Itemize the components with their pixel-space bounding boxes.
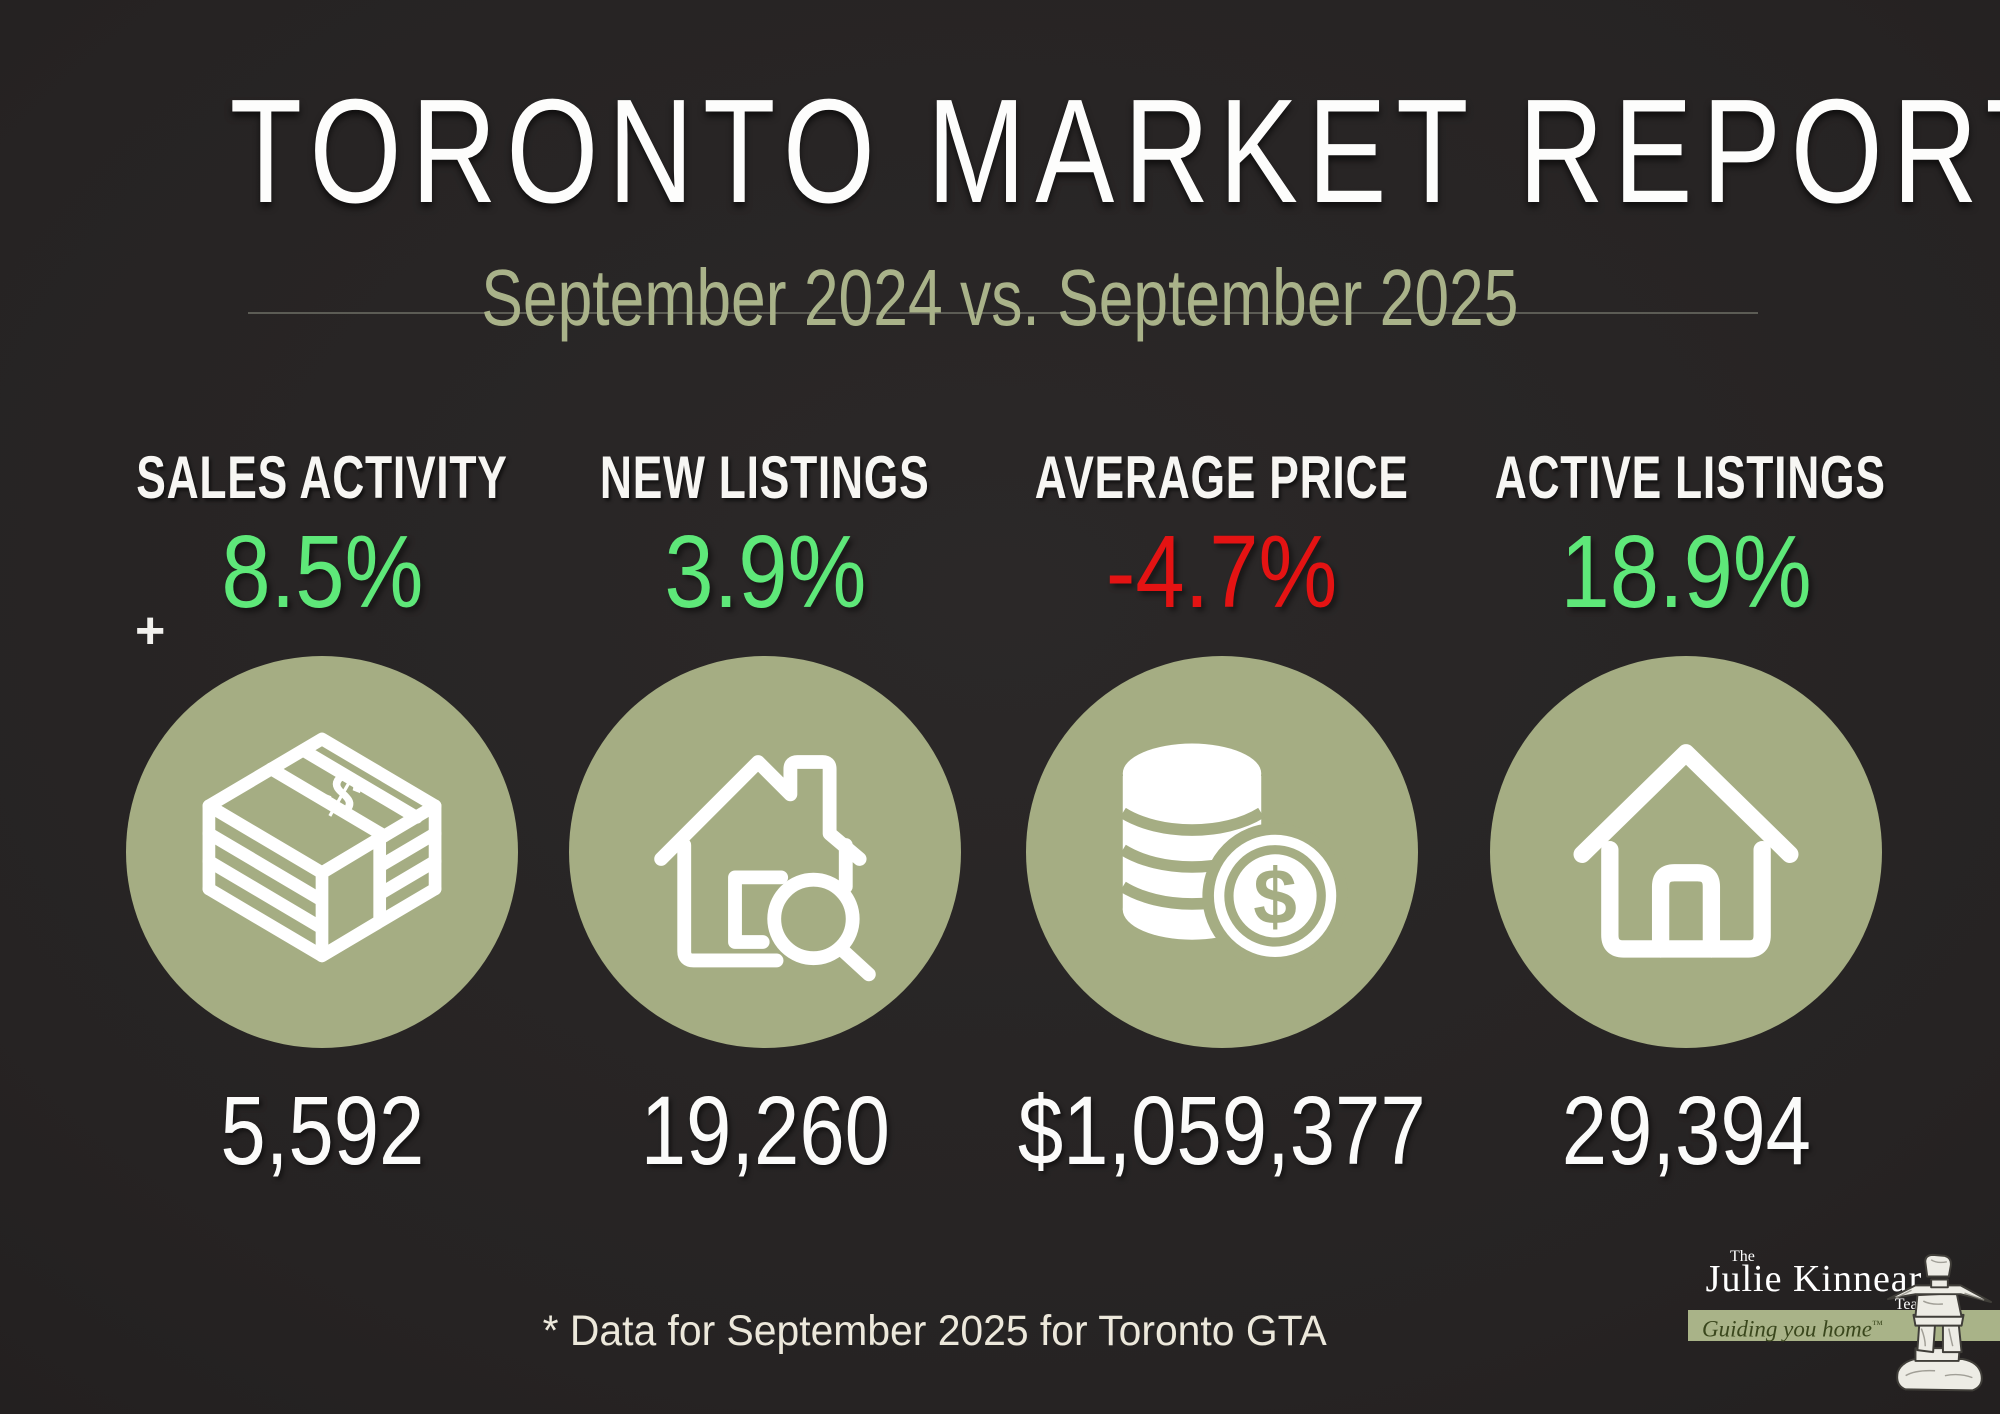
metric-icon-circle: $	[126, 656, 518, 1048]
metric-value: 19,260	[640, 1076, 890, 1185]
julie-kinnear-team-logo: The Julie Kinnear Team Guiding you home™	[1688, 1246, 2000, 1414]
inukshuk-icon	[1886, 1250, 1994, 1396]
metric-change: 18.9%	[1560, 514, 1812, 629]
metric-value: 5,592	[220, 1076, 424, 1185]
trademark-symbol: ™	[1871, 1319, 1883, 1331]
metric-icon-circle	[569, 656, 961, 1048]
metric-column-sales-activity: SALES ACTIVITY 8.5% $ 5,592	[62, 440, 582, 1200]
metric-change: 8.5%	[221, 514, 423, 629]
logo-the: The	[1730, 1248, 1755, 1265]
subtitle: September 2024 vs. September 2025	[481, 253, 1519, 342]
page-title: TORONTO MARKET REPORT	[229, 69, 2000, 234]
house-search-icon	[615, 702, 915, 1002]
home-icon	[1536, 702, 1836, 1002]
metric-value: $1,059,377	[1018, 1076, 1426, 1185]
logo-tagline: Guiding you home™	[1702, 1316, 1883, 1342]
logo-name: Julie Kinnear	[1705, 1258, 1923, 1300]
metric-label: SALES ACTIVITY	[136, 444, 508, 511]
subtitle-divider-line	[248, 312, 1758, 314]
metric-label: AVERAGE PRICE	[1035, 444, 1409, 511]
footnote: * Data for September 2025 for Toronto GT…	[542, 1307, 1328, 1355]
metric-icon-circle: $	[1026, 656, 1418, 1048]
plus-sign: +	[135, 602, 166, 660]
metric-column-active-listings: ACTIVE LISTINGS 18.9% 29,394	[1426, 440, 1946, 1200]
metric-label: NEW LISTINGS	[600, 444, 930, 511]
metric-column-new-listings: NEW LISTINGS 3.9% 19,260	[505, 440, 1025, 1200]
metric-icon-circle	[1490, 656, 1882, 1048]
metric-column-average-price: AVERAGE PRICE -4.7% $ $1,059,377	[962, 440, 1482, 1200]
svg-text:$: $	[1253, 853, 1297, 941]
money-stack-icon: $	[172, 702, 472, 1002]
metric-change: 3.9%	[664, 514, 866, 629]
metric-label: ACTIVE LISTINGS	[1494, 444, 1886, 511]
metric-change: -4.7%	[1106, 514, 1338, 629]
metric-value: 29,394	[1561, 1076, 1811, 1185]
coins-icon: $	[1072, 702, 1372, 1002]
